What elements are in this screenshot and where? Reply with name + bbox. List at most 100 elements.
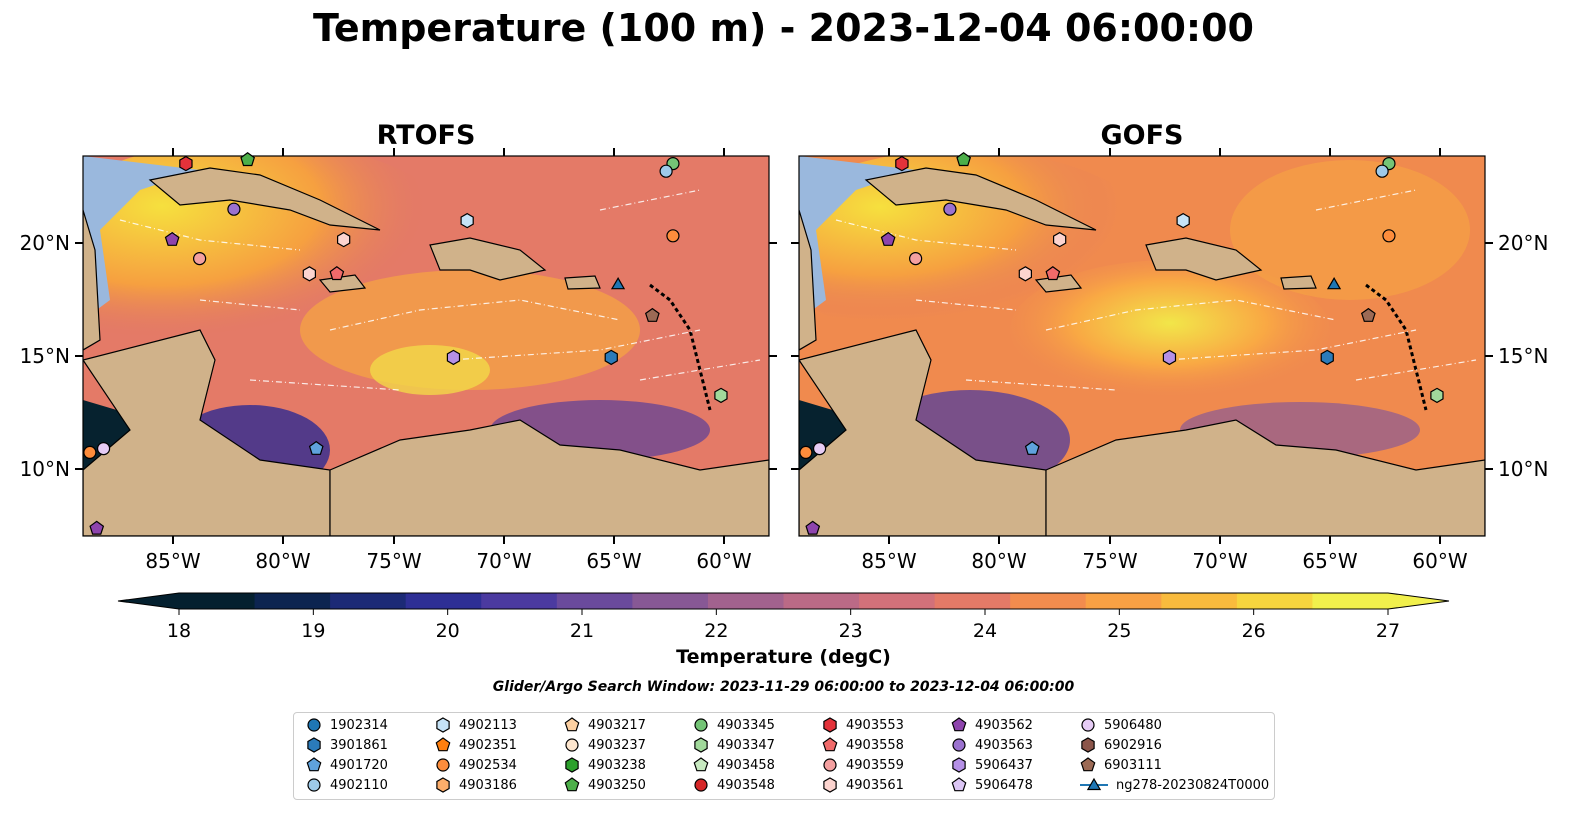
map-panel-rtofs	[82, 155, 770, 537]
circle-marker-icon	[694, 778, 708, 792]
colorbar-tick-label: 26	[1242, 620, 1266, 642]
jamaica-land	[1034, 274, 1083, 293]
float-marker-4903561	[302, 266, 316, 282]
circle-marker-icon	[1081, 718, 1095, 732]
lon-tick-label: 70°W	[476, 549, 531, 573]
legend-item: 4903458	[693, 755, 775, 775]
legend-label: 5906478	[975, 777, 1033, 793]
legend-item: 3901861	[306, 735, 388, 755]
lon-tick-label: 80°W	[971, 549, 1026, 573]
hexagon-marker-icon	[952, 757, 966, 773]
circle-marker-icon	[307, 778, 321, 792]
legend-label: 4903548	[717, 777, 775, 793]
circle-marker-icon	[307, 718, 321, 732]
lesser-antilles	[1365, 283, 1428, 411]
float-marker-4903250	[956, 152, 972, 167]
float-marker-4903563	[227, 202, 241, 216]
hexagon-marker-icon	[694, 737, 708, 753]
colorbar-segment	[1010, 593, 1087, 609]
colorbar-tick-label: 21	[570, 620, 594, 642]
triangle-line-marker-icon	[1080, 777, 1108, 791]
hexagon-marker-icon	[823, 717, 837, 733]
legend-item: 4902351	[435, 735, 517, 755]
legend-label: 5906437	[975, 757, 1033, 773]
legend-label: 4902351	[459, 737, 517, 753]
legend-item: 1902314	[306, 715, 388, 735]
legend-item: 4902534	[435, 755, 517, 775]
cuba-land	[148, 167, 381, 231]
colorbar-segment	[330, 593, 407, 609]
float-marker-6903111	[1360, 307, 1376, 322]
legend-item: 4903237	[564, 735, 646, 755]
legend-item: 4903563	[951, 735, 1033, 755]
lon-tick-label: 75°W	[366, 549, 421, 573]
legend-label: 4903345	[717, 717, 775, 733]
pentagon-marker-icon	[951, 717, 967, 732]
float-marker-ng278-20230824T0000	[610, 276, 626, 290]
float-marker-4903559	[909, 252, 923, 266]
legend-item: 4903559	[822, 755, 904, 775]
hexagon-marker-icon	[307, 737, 321, 753]
float-marker-4903558	[329, 266, 345, 281]
legend-label: 3901861	[330, 737, 388, 753]
lon-tick-label: 60°W	[1412, 549, 1467, 573]
puerto-rico-land	[1280, 275, 1317, 290]
legend-label: ng278-20230824T0000	[1116, 777, 1270, 793]
axis-labels: 85°W 80°W 75°W 70°W 65°W 60°W 85°W 80°W 75°W 70°W…	[20, 148, 1548, 573]
legend-label: 4903238	[588, 757, 646, 773]
float-marker-4903553	[895, 155, 909, 172]
legend-item: 4903238	[564, 755, 646, 775]
legend-label: 4903561	[846, 777, 904, 793]
float-marker-4903559	[193, 252, 207, 266]
colorbar-segment	[481, 593, 558, 609]
legend-item: 5906437	[951, 755, 1033, 775]
yucatan-land	[83, 209, 101, 351]
float-marker-5906480	[96, 442, 111, 456]
lon-tick-label: 60°W	[696, 549, 751, 573]
legend-label: 4903250	[588, 777, 646, 793]
float-marker-5906437	[446, 349, 461, 366]
lon-tick-label: 80°W	[255, 549, 310, 573]
warm-band	[1230, 160, 1470, 300]
float-marker-4902113	[1176, 212, 1190, 229]
legend-label: 4903553	[846, 717, 904, 733]
colorbar-tick-label: 20	[436, 620, 460, 642]
circle-marker-icon	[823, 758, 837, 772]
lat-tick-label: 15°N	[20, 344, 70, 368]
colorbar-tick-label: 23	[839, 620, 863, 642]
legend-item: 6903111	[1080, 755, 1162, 775]
float-marker-4903558	[1045, 266, 1061, 281]
legend-label: 5906480	[1104, 717, 1162, 733]
legend-label: 4903458	[717, 757, 775, 773]
panel-title-gofs: GOFS	[1100, 120, 1184, 151]
colorbar-segment	[556, 593, 633, 609]
legend-item: 4903217	[564, 715, 646, 735]
lon-tick-label: 70°W	[1192, 549, 1247, 573]
circle-marker-icon	[952, 738, 966, 752]
colorbar-tick-label: 27	[1376, 620, 1400, 642]
map-frame	[798, 155, 1486, 537]
pentagon-marker-icon	[951, 777, 967, 792]
float-marker-4902534	[799, 445, 813, 459]
lon-tick-label: 85°W	[145, 549, 200, 573]
colorbar-tick-label: 22	[704, 620, 728, 642]
legend-item: 4902110	[306, 775, 388, 795]
warm-eddy	[370, 345, 490, 395]
colorbar-max-extend	[1388, 593, 1449, 609]
pentagon-marker-icon	[306, 757, 322, 772]
lat-tick-label: 10°N	[1498, 457, 1548, 481]
hexagon-marker-icon	[436, 777, 450, 793]
float-marker-4903562	[880, 231, 896, 246]
colorbar-tick-label: 18	[167, 620, 191, 642]
legend-label: 4903186	[459, 777, 517, 793]
pentagon-marker-icon	[693, 757, 709, 772]
legend-label: 4903559	[846, 757, 904, 773]
figure-title: Temperature (100 m) - 2023-12-04 06:00:0…	[312, 6, 1254, 50]
colorbar-title: Temperature (degC)	[676, 646, 891, 668]
legend-label: 4901720	[330, 757, 388, 773]
hexagon-marker-icon	[436, 717, 450, 733]
float-marker-4902110	[1375, 164, 1389, 178]
pentagon-marker-icon	[564, 717, 580, 732]
legend-item: 4903250	[564, 775, 646, 795]
shelf-water	[799, 156, 916, 320]
